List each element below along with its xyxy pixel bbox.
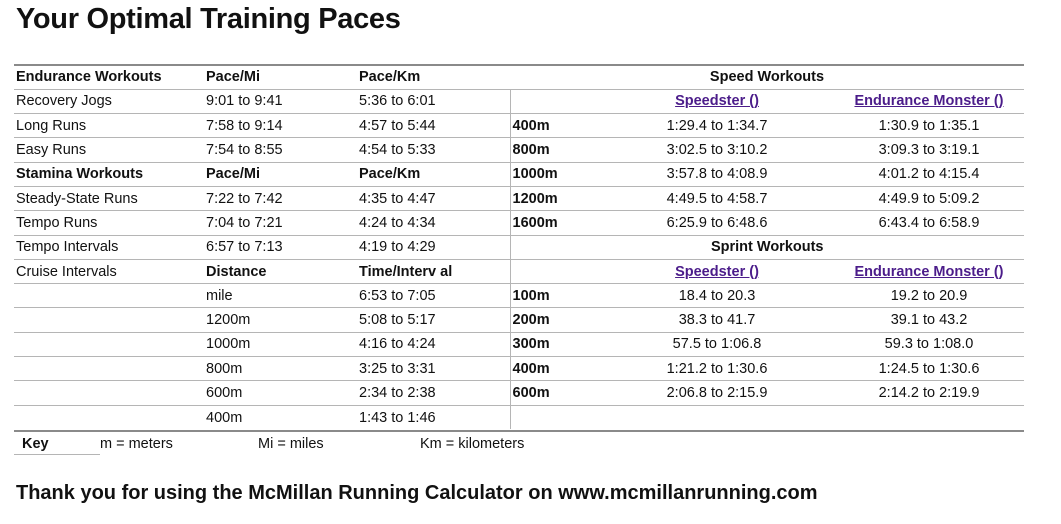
speedster-time: 57.5 to 1:06.8 xyxy=(600,332,834,358)
cruise-distance: mile xyxy=(204,283,357,309)
pace-mi: 9:01 to 9:41 xyxy=(204,89,357,115)
endurance-monster-time: 1:30.9 to 1:35.1 xyxy=(834,113,1024,139)
cruise-time: 1:43 to 1:46 xyxy=(357,405,511,430)
pace-km: 4:35 to 4:47 xyxy=(357,186,511,212)
endurance-workouts-header: Endurance Workouts xyxy=(14,63,204,90)
speedster-link[interactable]: Speedster () xyxy=(675,263,759,280)
cruise-distance: 600m xyxy=(204,380,357,406)
cruise-distance: 800m xyxy=(204,356,357,382)
cruise-time: 4:16 to 4:24 xyxy=(357,332,511,358)
sprint-distance: 300m xyxy=(510,332,600,358)
cruise-distance: 1000m xyxy=(204,332,357,358)
endurance-monster-link[interactable]: Endurance Monster () xyxy=(854,93,1004,110)
speedster-time: 2:06.8 to 2:15.9 xyxy=(600,380,834,406)
workout-name: Long Runs xyxy=(14,113,204,139)
cruise-time: 6:53 to 7:05 xyxy=(357,283,511,309)
workout-name: Recovery Jogs xyxy=(14,89,204,115)
table-row: Stamina Workouts Pace/Mi Pace/Km 1000m 3… xyxy=(14,162,1024,187)
time-interval-header: Time/Interv al xyxy=(357,259,511,285)
table-row: Tempo Runs 7:04 to 7:21 4:24 to 4:34 160… xyxy=(14,210,1024,236)
speedster-link[interactable]: Speedster () xyxy=(675,93,759,110)
sprint-workouts-header: Sprint Workouts xyxy=(510,235,1024,260)
sprint-distance: 100m xyxy=(510,283,600,309)
sprint-distance: 200m xyxy=(510,307,600,333)
speedster-time: 1:29.4 to 1:34.7 xyxy=(600,113,834,139)
workout-name: Steady-State Runs xyxy=(14,186,204,212)
speedster-time: 4:49.5 to 4:58.7 xyxy=(600,186,834,212)
speed-distance: 1600m xyxy=(510,210,600,236)
speed-workouts-header: Speed Workouts xyxy=(510,63,1024,90)
pace-mi: 7:54 to 8:55 xyxy=(204,137,357,163)
endurance-monster-time: 39.1 to 43.2 xyxy=(834,307,1024,333)
pace-km: 4:57 to 5:44 xyxy=(357,113,511,139)
cruise-intervals-label: Cruise Intervals xyxy=(14,259,204,285)
table-row: Cruise Intervals Distance Time/Interv al… xyxy=(14,259,1024,285)
pace-mi-header: Pace/Mi xyxy=(204,63,357,90)
key-kilometers: Km = kilometers xyxy=(420,436,525,452)
pace-km-header: Pace/Km xyxy=(357,162,511,187)
training-paces-table: Endurance Workouts Pace/Mi Pace/Km Speed… xyxy=(14,63,1024,430)
speedster-time: 6:25.9 to 6:48.6 xyxy=(600,210,834,236)
page-title: Your Optimal Training Paces xyxy=(16,3,401,35)
pace-mi: 7:22 to 7:42 xyxy=(204,186,357,212)
table-row: 400m 1:43 to 1:46 xyxy=(14,405,1024,430)
speed-distance: 800m xyxy=(510,137,600,163)
table-row: 1200m 5:08 to 5:17 200m 38.3 to 41.7 39.… xyxy=(14,307,1024,333)
workout-name: Easy Runs xyxy=(14,137,204,163)
endurance-monster-time: 4:01.2 to 4:15.4 xyxy=(834,162,1024,187)
pace-mi: 6:57 to 7:13 xyxy=(204,235,357,260)
table-row: Tempo Intervals 6:57 to 7:13 4:19 to 4:2… xyxy=(14,235,1024,260)
pace-mi: 7:58 to 9:14 xyxy=(204,113,357,139)
cruise-time: 5:08 to 5:17 xyxy=(357,307,511,333)
speed-distance: 400m xyxy=(510,113,600,139)
key-legend: Key m = meters Mi = miles Km = kilometer… xyxy=(14,430,1024,455)
table-row: Long Runs 7:58 to 9:14 4:57 to 5:44 400m… xyxy=(14,113,1024,139)
endurance-monster-time: 2:14.2 to 2:19.9 xyxy=(834,380,1024,406)
pace-km-header: Pace/Km xyxy=(357,63,510,90)
pace-mi: 7:04 to 7:21 xyxy=(204,210,357,236)
cruise-time: 2:34 to 2:38 xyxy=(357,380,511,406)
speedster-time: 18.4 to 20.3 xyxy=(600,283,834,309)
sprint-distance: 400m xyxy=(510,356,600,382)
footer-message: Thank you for using the McMillan Running… xyxy=(16,482,818,504)
sprint-distance: 600m xyxy=(510,380,600,406)
key-label: Key xyxy=(22,436,49,452)
pace-km: 4:54 to 5:33 xyxy=(357,137,511,163)
speedster-time: 3:57.8 to 4:08.9 xyxy=(600,162,834,187)
endurance-monster-time: 19.2 to 20.9 xyxy=(834,283,1024,309)
endurance-monster-time: 4:49.9 to 5:09.2 xyxy=(834,186,1024,212)
pace-km: 4:19 to 4:29 xyxy=(357,235,511,260)
cruise-time: 3:25 to 3:31 xyxy=(357,356,511,382)
table-row: 600m 2:34 to 2:38 600m 2:06.8 to 2:15.9 … xyxy=(14,380,1024,406)
table-row: Steady-State Runs 7:22 to 7:42 4:35 to 4… xyxy=(14,186,1024,212)
speedster-time: 38.3 to 41.7 xyxy=(600,307,834,333)
pace-km: 4:24 to 4:34 xyxy=(357,210,511,236)
table-row: Recovery Jogs 9:01 to 9:41 5:36 to 6:01 … xyxy=(14,89,1024,115)
table-row: 800m 3:25 to 3:31 400m 1:21.2 to 1:30.6 … xyxy=(14,356,1024,382)
speed-distance: 1000m xyxy=(510,162,600,187)
endurance-monster-time: 6:43.4 to 6:58.9 xyxy=(834,210,1024,236)
endurance-monster-time: 3:09.3 to 3:19.1 xyxy=(834,137,1024,163)
key-meters: m = meters xyxy=(100,436,173,452)
table-row: 1000m 4:16 to 4:24 300m 57.5 to 1:06.8 5… xyxy=(14,332,1024,358)
endurance-monster-time: 1:24.5 to 1:30.6 xyxy=(834,356,1024,382)
stamina-workouts-header: Stamina Workouts xyxy=(14,162,204,187)
pace-km: 5:36 to 6:01 xyxy=(357,89,511,115)
key-underline xyxy=(14,454,100,455)
key-miles: Mi = miles xyxy=(258,436,324,452)
speedster-time: 1:21.2 to 1:30.6 xyxy=(600,356,834,382)
pace-mi-header: Pace/Mi xyxy=(204,162,357,187)
workout-name: Tempo Runs xyxy=(14,210,204,236)
table-row: Endurance Workouts Pace/Mi Pace/Km Speed… xyxy=(14,63,1024,90)
cruise-distance: 400m xyxy=(206,409,243,426)
table-row: mile 6:53 to 7:05 100m 18.4 to 20.3 19.2… xyxy=(14,283,1024,309)
endurance-monster-link[interactable]: Endurance Monster () xyxy=(854,263,1004,280)
speedster-time: 3:02.5 to 3:10.2 xyxy=(600,137,834,163)
cruise-distance: 1200m xyxy=(204,307,357,333)
table-row: Easy Runs 7:54 to 8:55 4:54 to 5:33 800m… xyxy=(14,137,1024,163)
distance-header: Distance xyxy=(204,259,357,285)
speed-distance: 1200m xyxy=(510,186,600,212)
endurance-monster-time: 59.3 to 1:08.0 xyxy=(834,332,1024,358)
workout-name: Tempo Intervals xyxy=(14,235,204,260)
